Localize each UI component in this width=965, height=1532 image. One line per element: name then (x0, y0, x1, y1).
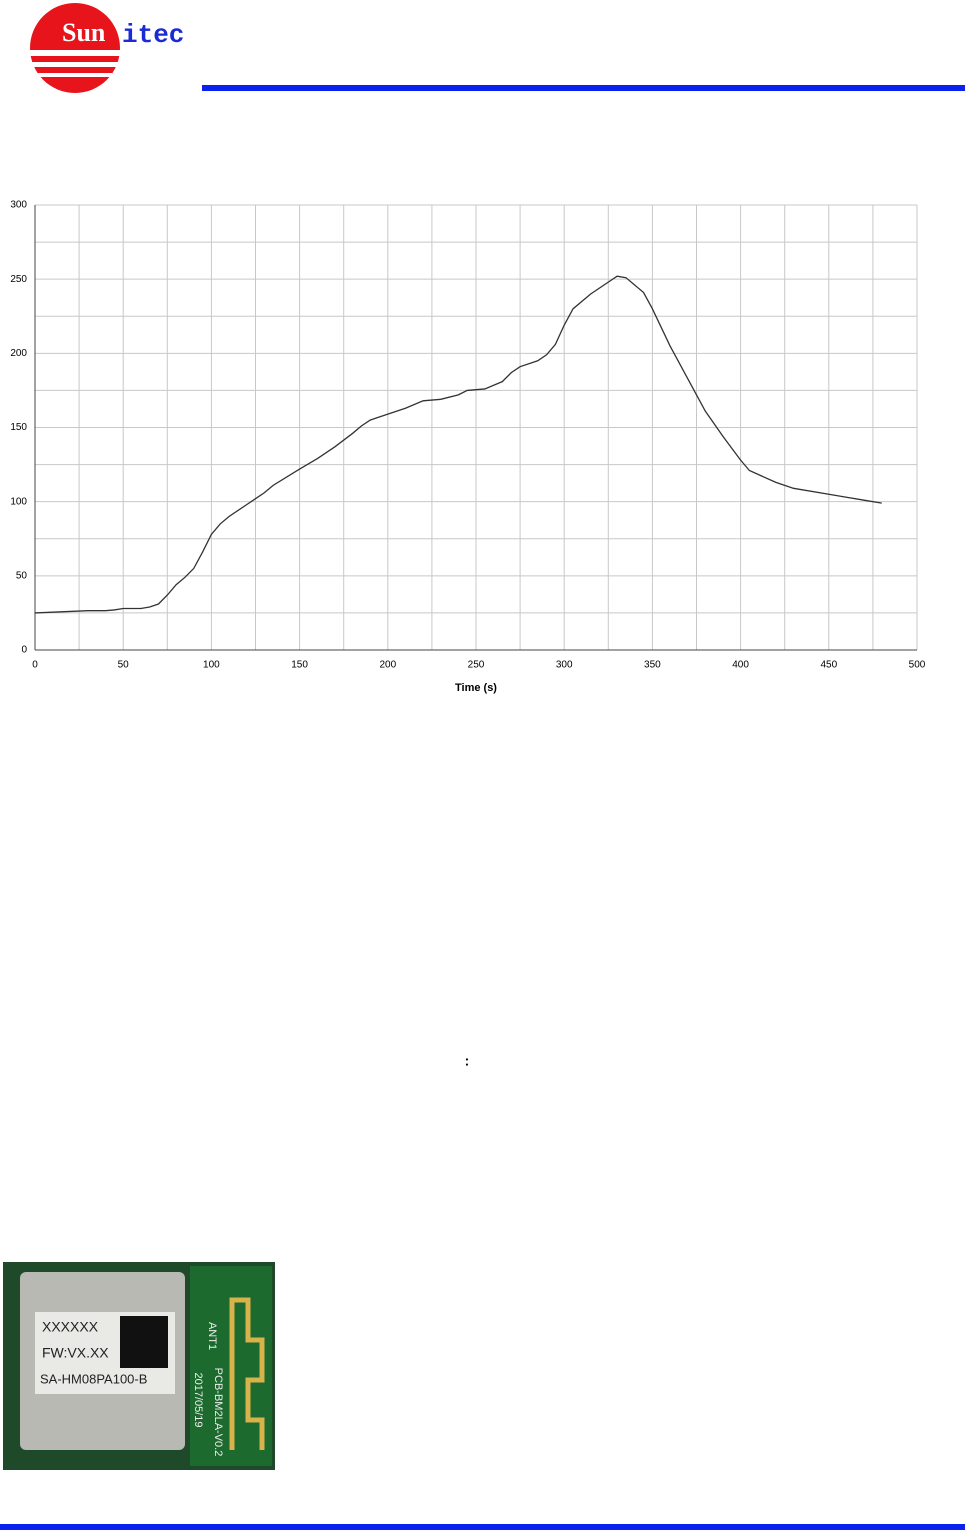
silk-text: 2017/05/19 (192, 1372, 204, 1427)
x-tick-label: 250 (468, 660, 485, 671)
x-tick-label: 50 (118, 660, 130, 671)
x-tick-label: 0 (32, 660, 38, 671)
y-tick-label: 50 (16, 570, 28, 581)
y-tick-label: 300 (10, 200, 27, 211)
silk-text: ANT1 (206, 1322, 218, 1350)
header-rule (202, 85, 965, 91)
label-text: FW:VX.XX (42, 1345, 109, 1361)
antenna-trace (229, 1297, 265, 1450)
logo-stripe (30, 50, 120, 56)
chart: 0 50 100 150 200 250 300 350 400 450 500 0 50 100 150 2… (10, 200, 925, 694)
label-text: SA-HM08PA100-B (40, 1371, 147, 1386)
x-tick-label: 100 (203, 660, 220, 671)
datamatrix (120, 1316, 168, 1368)
x-tick-label: 300 (556, 660, 573, 671)
logo-sun: Sun (62, 18, 106, 47)
silk-text: PCB-BM2LA-V0.2 (212, 1368, 224, 1457)
y-tick-label: 200 (10, 348, 27, 359)
x-tick-label: 450 (820, 660, 837, 671)
data-line (34, 275, 882, 614)
y-tick-label: 100 (10, 496, 27, 507)
x-tick-label: 200 (379, 660, 396, 671)
x-tick-label: 350 (644, 660, 661, 671)
logo-itec: itec (122, 20, 184, 50)
y-tick-label: 0 (21, 645, 27, 656)
label-text: XXXXXX (42, 1319, 99, 1335)
logo-stripe (38, 73, 112, 77)
x-tick-label: 500 (909, 660, 926, 671)
logo-circle (30, 3, 120, 93)
y-tick-label: 150 (10, 422, 27, 433)
module-photo: XXXXXX FW:VX.XX SA-HM08PA100-B ANT1 2017… (3, 1262, 275, 1470)
colon: : (465, 1053, 470, 1069)
x-tick-label: 150 (291, 660, 308, 671)
y-tick-label: 250 (10, 274, 27, 285)
logo-stripe (32, 62, 118, 67)
footer-rule (0, 1524, 965, 1530)
x-tick-label: 400 (732, 660, 749, 671)
x-axis-label: Time (s) (455, 682, 497, 694)
